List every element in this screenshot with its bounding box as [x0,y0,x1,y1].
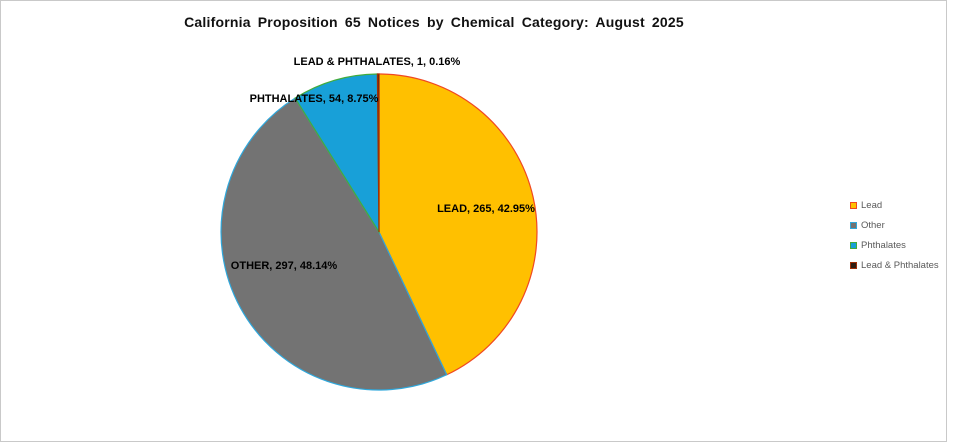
pie-slice-lead-phthalates [376,73,380,233]
legend-marker-phthalates [850,242,857,249]
legend-marker-lead [850,202,857,209]
legend-marker-lead-phthalates [850,262,857,269]
legend-item-lead: Lead [850,199,939,212]
legend-label-other: Other [861,220,885,231]
chart-legend: Lead Other Phthalates Lead & Phthalates [850,199,939,272]
chart-title: California Proposition 65 Notices by Che… [184,14,684,30]
data-label-other: OTHER, 297, 48.14% [230,260,338,272]
pie-slice-lead [378,73,538,376]
data-label-lead-phthalates: LEAD & PHTHALATES, 1, 0.16% [293,56,461,68]
legend-item-other: Other [850,219,939,232]
pie-slice-other [220,97,448,391]
legend-label-lead-phthalates: Lead & Phthalates [861,260,939,271]
legend-marker-other [850,222,857,229]
data-label-phthalates: PHTHALATES, 54, 8.75% [249,93,379,105]
pie-slice-phthalates [294,73,380,235]
legend-label-lead: Lead [861,200,883,211]
legend-label-phthalates: Phthalates [861,240,906,251]
legend-item-lead-phthalates: Lead & Phthalates [850,259,939,272]
legend-item-phthalates: Phthalates [850,239,939,252]
data-label-lead: LEAD, 265, 42.95% [437,203,535,215]
